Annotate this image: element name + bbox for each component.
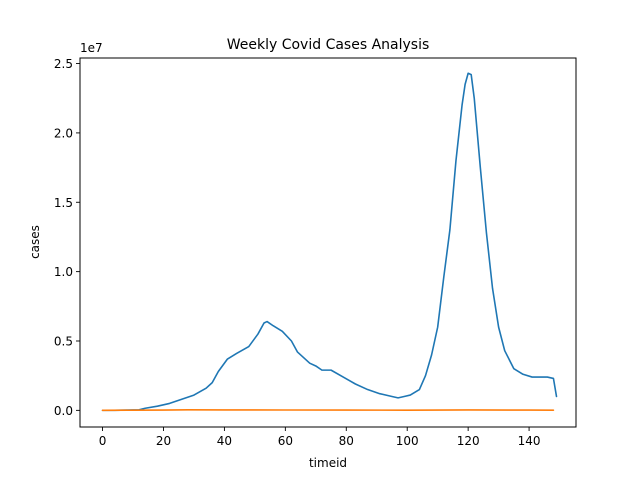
x-tick-label: 0 [99,434,107,448]
x-tick-label: 40 [217,434,232,448]
plot-lines [101,72,558,412]
x-axis-ticks: 0 20 40 60 80 100 120 140 [99,427,541,448]
x-tick-label: 60 [278,434,293,448]
series-line-2 [101,409,555,412]
chart-title: Weekly Covid Cases Analysis [227,37,430,53]
series-line-1 [101,72,558,412]
y-axis-label: cases [28,225,42,259]
x-tick-label: 120 [457,434,480,448]
plot-frame [79,57,577,428]
x-axis-label: timeid [309,456,347,470]
y-tick-label: 1.0 [54,265,73,279]
x-tick-label: 140 [518,434,541,448]
y-tick-label: 0.0 [54,404,73,418]
x-tick-label: 100 [396,434,419,448]
y-axis-ticks: 0.0 0.5 1.0 1.5 2.0 2.5 [54,57,80,418]
x-tick-label: 20 [156,434,171,448]
y-tick-label: 1.5 [54,196,73,210]
y-tick-label: 2.5 [54,57,73,71]
y-tick-label: 0.5 [54,334,73,348]
y-axis-offset-label: 1e7 [80,41,103,55]
x-tick-label: 80 [339,434,354,448]
y-tick-label: 2.0 [54,126,73,140]
